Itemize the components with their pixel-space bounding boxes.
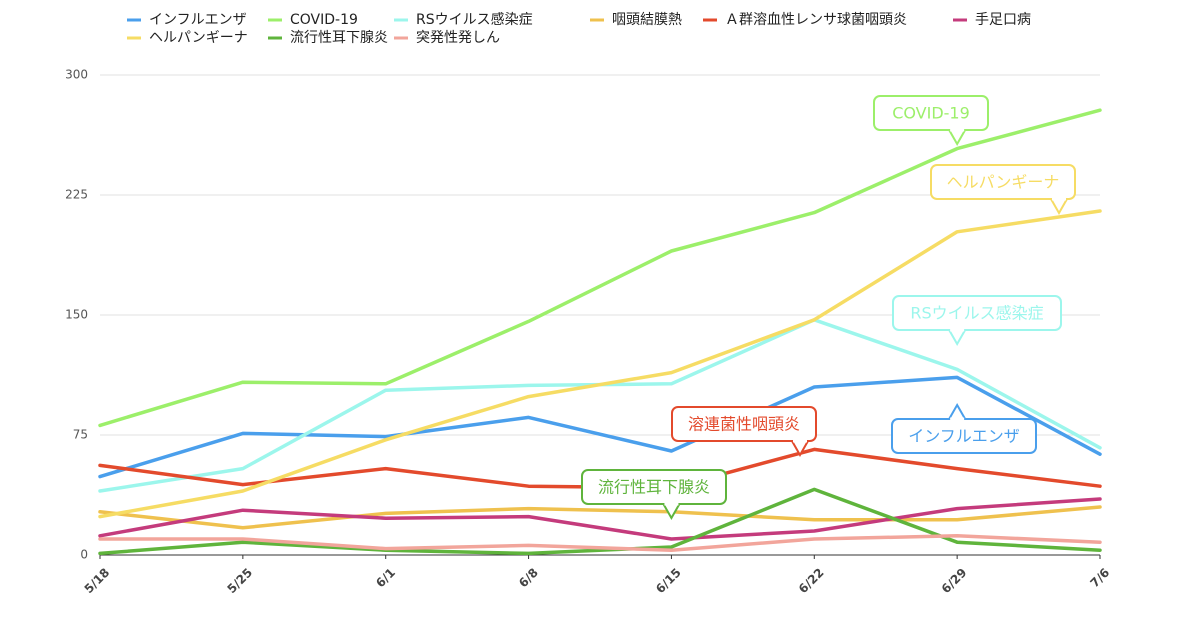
y-tick-label: 150 [65,308,88,322]
annotation-box [671,406,817,442]
legend-label: Ａ群溶血性レンサ球菌咽頭炎 [725,12,907,28]
y-tick-label: 0 [80,548,88,562]
annotation-callout: インフルエンザ [891,402,1037,454]
legend-label: 流行性耳下腺炎 [290,30,388,46]
annotation-callout: 流行性耳下腺炎 [581,469,727,521]
x-tick-label: 7/6 [1088,565,1113,590]
legend[interactable]: インフルエンザ COVID-19 RSウイルス感染症 咽頭結膜熱 Ａ群溶血性レンサ球菌咽… [127,11,1031,46]
x-tick-label: 6/15 [653,565,684,596]
annotations: COVID-19 ヘルパンギーナ RSウイルス感染症溶連菌性咽頭炎インフルエンザ流行… [581,95,1076,521]
annotation-label: RSウイルス感染症 [910,304,1043,323]
series-line-ヘルパンギーナ [98,209,1102,519]
annotation-pointer [948,129,967,147]
x-tick-label: 6/29 [939,565,970,596]
annotation-callout: COVID-19 [873,95,989,147]
legend-label: ヘルパンギーナ [149,30,248,46]
legend-label: 突発性発しん [416,30,500,46]
series-line-手足口病 [98,497,1102,541]
legend-label: 咽頭結膜熱 [612,12,682,28]
series-line-突発性発しん [98,534,1102,552]
x-tick-label: 5/25 [224,565,255,596]
x-tick-label: 6/1 [373,565,398,590]
annotation-label: COVID-19 [892,104,970,123]
annotation-box [873,95,989,131]
legend-item[interactable]: インフルエンザ [127,12,247,28]
legend-item[interactable]: COVID-19 [268,12,358,28]
legend-item[interactable]: ヘルパンギーナ [127,30,248,46]
annotation-pointer [948,402,967,420]
annotation-pointer [1050,198,1068,216]
legend-label: COVID-19 [290,12,358,28]
series-line-咽頭結膜熱 [98,505,1102,530]
annotation-label: 流行性耳下腺炎 [598,478,710,497]
legend-item[interactable]: RSウイルス感染症 [394,11,533,28]
annotation-label: ヘルパンギーナ [947,173,1060,192]
annotation-box [892,295,1062,331]
y-tick-label: 300 [65,68,88,82]
legend-label: インフルエンザ [149,12,247,28]
annotation-pointer [948,329,967,347]
series-line-RSウイルス感染症 [98,318,1102,493]
x-tick-label: 6/22 [796,565,827,596]
y-axis-ticks: 0 75 150 225 300 [65,68,88,562]
series-line-流行性耳下腺炎 [98,487,1102,556]
y-tick-label: 225 [65,188,88,202]
y-tick-label: 75 [73,428,88,442]
x-tick-label: 6/8 [516,565,541,590]
annotation-label: 溶連菌性咽頭炎 [688,415,800,434]
annotation-pointer [791,440,809,458]
annotation-callout: RSウイルス感染症 [892,295,1062,347]
x-tick-label: 5/18 [82,565,113,596]
series-line-インフルエンザ [98,375,1102,479]
legend-label: RSウイルス感染症 [416,11,533,28]
series-line-COVID-19 [98,108,1102,428]
annotation-pointer [662,503,681,521]
annotation-box [930,164,1076,200]
annotation-callout: ヘルパンギーナ [930,164,1076,216]
legend-label: 手足口病 [975,12,1031,28]
x-axis-ticks: 5/18 5/25 6/1 6/8 6/15 6/22 6/29 7/6 [82,555,1113,596]
annotation-label: インフルエンザ [908,427,1020,446]
legend-item[interactable]: 突発性発しん [394,30,500,46]
annotation-box [581,469,727,505]
legend-item[interactable]: 手足口病 [953,12,1031,28]
annotation-callout: 溶連菌性咽頭炎 [671,406,817,458]
legend-item[interactable]: 咽頭結膜熱 [590,12,682,28]
legend-item[interactable]: Ａ群溶血性レンサ球菌咽頭炎 [703,12,907,28]
legend-item[interactable]: 流行性耳下腺炎 [268,30,388,46]
